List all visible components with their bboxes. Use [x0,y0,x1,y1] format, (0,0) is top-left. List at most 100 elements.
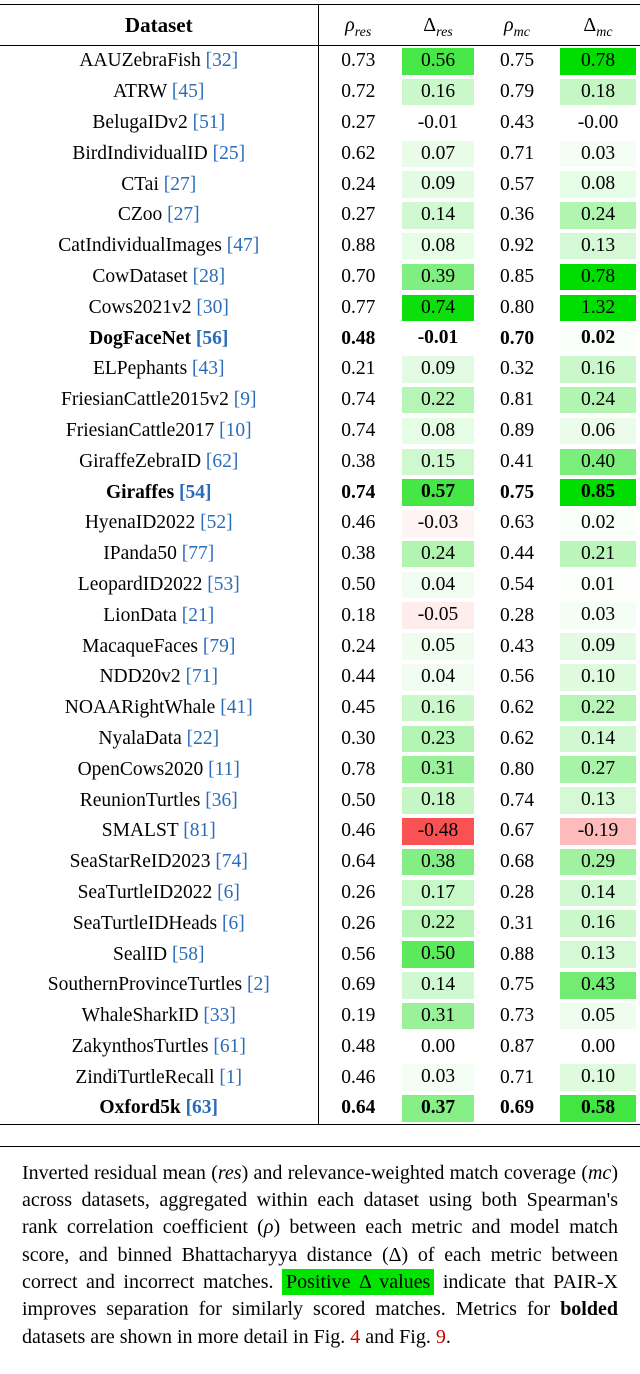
d-res-cell: 0.08 [398,231,478,262]
d-res-cell: 0.08 [398,416,478,447]
delta-heat-box: 0.39 [402,263,474,291]
d-mc-cell: 0.16 [556,354,640,385]
delta-heat-box: 0.07 [402,140,474,168]
d-mc-cell: 0.05 [556,1001,640,1032]
citation-link[interactable]: [1] [219,1066,243,1088]
citation-link[interactable]: [25] [212,142,246,164]
rho-mc-cell: 0.69 [478,1093,556,1125]
d-mc-cell: 0.14 [556,724,640,755]
figure-ref-link[interactable]: 4 [350,1325,361,1348]
citation-link[interactable]: [61] [213,1035,246,1057]
dataset-cell: SeaStarReID2023 [74] [0,846,319,878]
caption-text: ) of each metric between correct and inc… [22,1243,618,1294]
citation-link[interactable]: [71] [185,666,219,688]
dataset-name: SealID [112,943,173,965]
dataset-name: NDD20v2 [99,666,186,688]
citation-link[interactable]: [54] [179,481,212,503]
table-row: OpenCows2020 [11] 0.78 0.31 0.80 0.27 [0,754,640,786]
caption-divider-rule [0,1145,640,1147]
rho-mc-cell: 0.41 [499,450,535,472]
dataset-name: NOAARightWhale [64,697,221,719]
caption-text: ) across datasets, aggregated within eac… [22,1161,618,1239]
citation-link[interactable]: [6] [217,881,240,903]
delta-heat-box: 0.17 [402,879,474,907]
delta-heat-box: 0.43 [560,972,636,999]
d-mc-cell: 0.18 [556,77,640,108]
citation-link[interactable]: [56] [195,327,229,349]
citation-link[interactable]: [30] [196,296,229,318]
dataset-cell: SMALST [81] [0,815,319,847]
rho-mc-cell: 0.68 [499,851,535,873]
dataset-name: SeaStarReID2023 [69,851,216,873]
citation-link[interactable]: [53] [207,573,240,595]
table-row: SeaTurtleID2022 [6] 0.26 0.17 0.28 0.14 [0,877,640,909]
citation-link[interactable]: [51] [192,111,226,133]
table-row: SMALST [81] 0.46 -0.48 0.67 -0.19 [0,815,640,847]
d-res-cell: 0.09 [398,169,478,200]
d-res-cell: 0.16 [398,693,478,724]
table-row: LeopardID2022 [53] 0.50 0.04 0.54 0.01 [0,569,640,601]
dataset-cell: WhaleSharkID [33] [0,1000,319,1032]
citation-link[interactable]: [74] [215,851,248,873]
citation-link[interactable]: [77] [181,543,215,565]
citation-link[interactable]: [2] [246,974,270,996]
figure-ref-link[interactable]: 9 [435,1325,446,1348]
citation-link[interactable]: [52] [200,512,233,534]
citation-link[interactable]: [32] [205,50,239,72]
rho-mc-cell: 0.88 [499,943,535,965]
d-res-cell: 0.37 [398,1093,478,1125]
rho-res-cell: 0.21 [341,358,376,380]
delta-heat-box: 0.02 [560,510,636,537]
citation-link[interactable]: [41] [220,697,253,719]
delta-heat-box: 0.03 [560,140,636,168]
rho-symbol: ρ [345,13,355,36]
d-mc-cell: -0.00 [556,108,640,139]
delta-heat-box: 0.40 [560,448,636,475]
citation-link[interactable]: [21] [181,604,215,626]
citation-link[interactable]: [36] [205,789,238,811]
citation-link[interactable]: [22] [186,727,220,749]
citation-link[interactable]: [43] [192,358,225,380]
delta-heat-box: 0.16 [560,910,636,937]
citation-link[interactable]: [45] [171,81,205,103]
delta-heat-box: 0.14 [560,725,636,753]
citation-link[interactable]: [6] [222,912,245,934]
rho-mc-cell: 0.62 [499,697,535,719]
delta-heat-box: 0.14 [402,202,474,229]
dataset-cell: AAUZebraFish [32] [0,45,319,77]
citation-link[interactable]: [33] [203,1005,236,1027]
citation-link[interactable]: [27] [167,204,200,226]
delta-heat-box: -0.01 [417,111,459,133]
citation-link[interactable]: [11] [208,758,240,780]
citation-link[interactable]: [58] [172,943,205,965]
table-row: SealID [58] 0.56 0.50 0.88 0.13 [0,939,640,970]
citation-link[interactable]: [27] [163,173,197,195]
col-header-delta-res: Δres [398,4,478,46]
dataset-cell: SeaTurtleIDHeads [6] [0,908,319,940]
rho-mc-cell: 0.79 [499,81,535,103]
caption-text: ) and relevance-weighted match coverage … [241,1161,588,1184]
d-res-cell: 0.24 [398,539,478,570]
citation-link[interactable]: [47] [226,235,260,257]
d-mc-cell: 0.40 [556,446,640,477]
dataset-cell: NOAARightWhale [41] [0,692,319,724]
rho-mc-cell: 0.67 [499,820,535,842]
d-res-cell: 0.05 [398,631,478,662]
citation-link[interactable]: [81] [183,820,216,842]
delta-heat-box: 0.22 [560,694,636,722]
delta-heat-box: 0.05 [402,633,474,660]
rho-res-cell: 0.46 [341,1066,376,1088]
citation-link[interactable]: [63] [185,1097,219,1119]
rho-mc-cell: 0.89 [499,419,535,441]
caption-text: datasets are shown in more detail in Fig… [22,1325,351,1348]
d-res-cell: 0.03 [398,1062,478,1093]
dataset-name: OpenCows2020 [77,758,209,780]
citation-link[interactable]: [28] [192,265,226,287]
citation-link[interactable]: [10] [219,419,252,441]
citation-link[interactable]: [9] [233,389,257,411]
citation-link[interactable]: [62] [205,450,239,472]
dataset-name: ELPephants [92,358,193,380]
dataset-cell: Oxford5k [63] [0,1093,319,1125]
citation-link[interactable]: [79] [202,635,236,657]
dataset-name: AAUZebraFish [79,50,206,72]
